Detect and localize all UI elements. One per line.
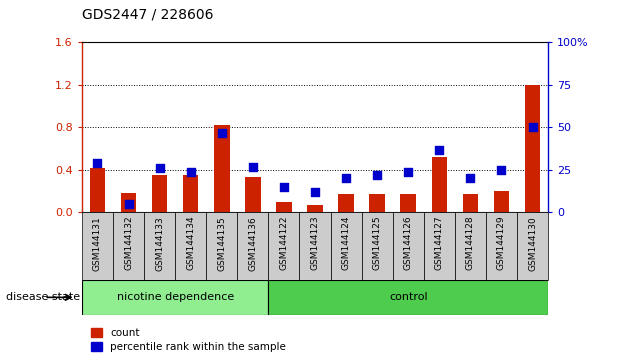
Bar (338, 194, 354, 212)
Text: nicotine dependence: nicotine dependence (117, 292, 234, 302)
Text: disease state: disease state (6, 292, 81, 302)
Point (434, 147, 444, 152)
Bar (525, 85, 541, 212)
Bar (82, 212, 113, 280)
Bar (245, 177, 261, 212)
Legend: count, percentile rank within the sample: count, percentile rank within the sample (87, 324, 290, 354)
Text: GSM144129: GSM144129 (497, 216, 506, 270)
Text: GSM144122: GSM144122 (280, 216, 289, 270)
Bar (268, 280, 548, 315)
Point (217, 130, 227, 135)
Bar (331, 212, 362, 280)
Bar (392, 212, 424, 280)
Bar (268, 212, 299, 280)
Bar (113, 212, 144, 280)
Bar (175, 212, 206, 280)
Point (527, 125, 537, 130)
Bar (206, 212, 238, 280)
Bar (152, 175, 168, 212)
Bar (432, 157, 447, 212)
Bar (424, 212, 455, 280)
Text: GSM144131: GSM144131 (93, 216, 102, 270)
Text: GSM144133: GSM144133 (155, 216, 164, 270)
Bar (517, 212, 548, 280)
Bar (276, 202, 292, 212)
Point (466, 176, 476, 181)
Text: GSM144124: GSM144124 (341, 216, 350, 270)
Text: GSM144135: GSM144135 (217, 216, 226, 270)
Bar (238, 212, 268, 280)
Bar (486, 212, 517, 280)
Text: GSM144125: GSM144125 (373, 216, 382, 270)
Text: control: control (389, 292, 428, 302)
Text: GSM144126: GSM144126 (404, 216, 413, 270)
Point (154, 165, 164, 171)
Point (123, 201, 134, 207)
Point (341, 176, 351, 181)
Text: GSM144134: GSM144134 (186, 216, 195, 270)
Point (186, 169, 196, 175)
Point (279, 184, 289, 190)
Text: GDS2447 / 228606: GDS2447 / 228606 (82, 7, 214, 21)
Text: GSM144123: GSM144123 (311, 216, 319, 270)
Text: GSM144136: GSM144136 (248, 216, 257, 270)
Bar (144, 212, 175, 280)
Bar (214, 125, 229, 212)
Bar (362, 212, 392, 280)
Point (372, 172, 382, 178)
Text: GSM144132: GSM144132 (124, 216, 133, 270)
Bar (183, 175, 198, 212)
Bar (462, 194, 478, 212)
Bar (121, 193, 136, 212)
Bar (494, 191, 509, 212)
Point (496, 167, 507, 173)
Bar (89, 168, 105, 212)
Point (248, 164, 258, 169)
Bar (299, 212, 331, 280)
Text: GSM144130: GSM144130 (528, 216, 537, 270)
Text: GSM144127: GSM144127 (435, 216, 444, 270)
Point (93, 160, 103, 166)
Point (403, 169, 413, 175)
Bar (82, 280, 268, 315)
Text: GSM144128: GSM144128 (466, 216, 475, 270)
Point (310, 189, 320, 195)
Bar (307, 205, 323, 212)
Bar (401, 194, 416, 212)
Bar (369, 194, 385, 212)
Bar (455, 212, 486, 280)
